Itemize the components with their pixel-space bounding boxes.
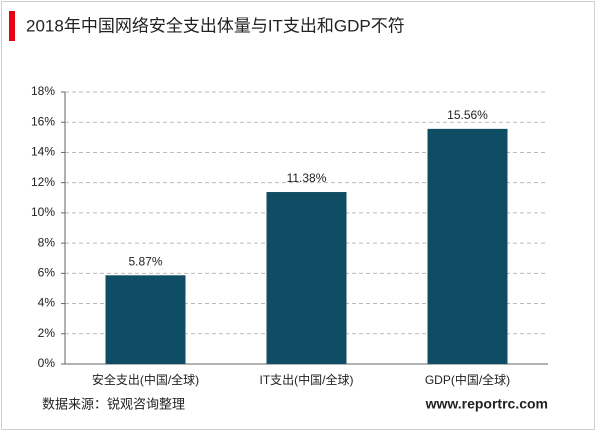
x-tick-label: 安全支出(中国/全球) [92, 372, 199, 387]
y-tick-label: 6% [38, 266, 56, 280]
value-label: 5.87% [128, 254, 162, 268]
bar [266, 192, 347, 364]
value-label: 15.56% [447, 108, 488, 122]
x-tick-label: GDP(中国/全球) [425, 372, 510, 387]
value-label: 11.38% [287, 171, 327, 185]
bar [105, 275, 186, 364]
source: 数据来源：锐观咨询整理 [42, 396, 185, 411]
y-tick-label: 10% [31, 205, 55, 219]
y-tick-label: 2% [38, 326, 56, 340]
y-tick-label: 12% [31, 175, 55, 189]
y-tick-label: 0% [38, 356, 56, 370]
y-tick-label: 4% [38, 296, 56, 310]
x-tick-label: IT支出(中国/全球) [260, 372, 354, 387]
watermark: www.reportrc.com [425, 396, 548, 412]
y-tick-label: 8% [38, 235, 56, 249]
y-tick-label: 16% [31, 114, 55, 128]
y-tick-label: 14% [31, 145, 55, 159]
title-marker [9, 11, 15, 41]
bar [427, 128, 508, 364]
chart-title: 2018年中国网络安全支出体量与IT支出和GDP不符 [26, 16, 405, 35]
y-tick-label: 18% [31, 84, 55, 98]
